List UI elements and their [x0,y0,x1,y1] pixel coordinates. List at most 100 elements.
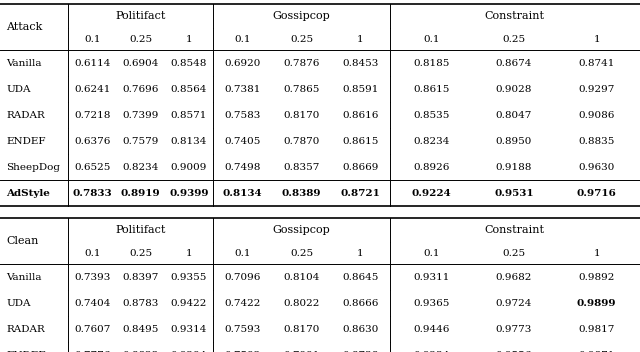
Text: 0.8453: 0.8453 [342,58,379,68]
Text: 0.9724: 0.9724 [496,298,532,308]
Text: 0.1: 0.1 [234,249,251,258]
Text: 0.7583: 0.7583 [224,111,260,119]
Text: 0.9682: 0.9682 [496,272,532,282]
Text: 0.8630: 0.8630 [342,325,379,333]
Text: 0.7422: 0.7422 [224,298,260,308]
Text: 0.8721: 0.8721 [340,189,380,197]
Text: 0.6920: 0.6920 [224,58,260,68]
Text: 0.8170: 0.8170 [284,111,320,119]
Text: 0.1: 0.1 [84,249,100,258]
Text: 0.8134: 0.8134 [223,189,262,197]
Text: 0.9009: 0.9009 [171,163,207,171]
Text: 0.25: 0.25 [129,34,152,44]
Text: 0.8645: 0.8645 [342,272,379,282]
Text: 0.8823: 0.8823 [122,351,159,352]
Text: 0.8616: 0.8616 [342,111,379,119]
Text: 0.9556: 0.9556 [496,351,532,352]
Text: 0.8783: 0.8783 [122,298,159,308]
Text: 0.8397: 0.8397 [122,272,159,282]
Text: 0.9773: 0.9773 [496,325,532,333]
Text: 0.7579: 0.7579 [122,137,159,145]
Text: 0.7991: 0.7991 [284,351,320,352]
Text: 0.9817: 0.9817 [579,325,615,333]
Text: 0.7498: 0.7498 [224,163,260,171]
Text: 0.25: 0.25 [502,34,525,44]
Text: SheepDog: SheepDog [6,163,60,171]
Text: 0.8047: 0.8047 [496,111,532,119]
Text: Gossipcop: Gossipcop [273,11,330,21]
Text: ENDEF: ENDEF [6,351,45,352]
Text: Politifact: Politifact [115,11,166,21]
Text: 0.8234: 0.8234 [413,137,449,145]
Text: 0.8548: 0.8548 [171,58,207,68]
Text: 0.9892: 0.9892 [579,272,615,282]
Text: Gossipcop: Gossipcop [273,225,330,235]
Text: 0.8741: 0.8741 [579,58,615,68]
Text: 0.6376: 0.6376 [74,137,110,145]
Text: 0.9365: 0.9365 [413,298,449,308]
Text: 0.7865: 0.7865 [284,84,320,94]
Text: 0.8357: 0.8357 [284,163,320,171]
Text: 0.8615: 0.8615 [413,84,449,94]
Text: 0.6114: 0.6114 [74,58,110,68]
Text: 0.8104: 0.8104 [284,272,320,282]
Text: 0.8591: 0.8591 [342,84,379,94]
Text: AdStyle: AdStyle [6,189,50,197]
Text: ENDEF: ENDEF [6,137,45,145]
Text: 0.7776: 0.7776 [74,351,110,352]
Text: 0.9224: 0.9224 [412,189,451,197]
Text: 0.7096: 0.7096 [224,272,260,282]
Text: 0.9630: 0.9630 [579,163,615,171]
Text: 0.7593: 0.7593 [224,325,260,333]
Text: 0.8564: 0.8564 [171,84,207,94]
Text: Attack: Attack [6,22,42,32]
Text: 0.9355: 0.9355 [171,272,207,282]
Text: 0.9028: 0.9028 [496,84,532,94]
Text: 0.7218: 0.7218 [74,111,110,119]
Text: RADAR: RADAR [6,325,45,333]
Text: 0.9294: 0.9294 [171,351,207,352]
Text: Constraint: Constraint [484,11,544,21]
Text: 0.7607: 0.7607 [74,325,110,333]
Text: 0.9422: 0.9422 [171,298,207,308]
Text: 0.9531: 0.9531 [494,189,534,197]
Text: 0.7399: 0.7399 [122,111,159,119]
Text: 0.8170: 0.8170 [284,325,320,333]
Text: 0.1: 0.1 [423,34,440,44]
Text: 0.7870: 0.7870 [284,137,320,145]
Text: 0.7405: 0.7405 [224,137,260,145]
Text: 0.8666: 0.8666 [342,298,379,308]
Text: 0.6904: 0.6904 [122,58,159,68]
Text: 0.9716: 0.9716 [577,189,616,197]
Text: 0.8919: 0.8919 [121,189,160,197]
Text: 0.1: 0.1 [234,34,251,44]
Text: 0.9314: 0.9314 [171,325,207,333]
Text: 0.9086: 0.9086 [579,111,615,119]
Text: 0.8571: 0.8571 [171,111,207,119]
Text: 0.9311: 0.9311 [413,272,449,282]
Text: 0.9899: 0.9899 [577,298,616,308]
Text: 0.8950: 0.8950 [496,137,532,145]
Text: 0.8835: 0.8835 [579,137,615,145]
Text: Vanilla: Vanilla [6,58,42,68]
Text: 1: 1 [186,34,192,44]
Text: Clean: Clean [6,236,38,246]
Text: 0.1: 0.1 [84,34,100,44]
Text: Vanilla: Vanilla [6,272,42,282]
Text: RADAR: RADAR [6,111,45,119]
Text: 0.6241: 0.6241 [74,84,110,94]
Text: 0.7404: 0.7404 [74,298,110,308]
Text: 0.8674: 0.8674 [496,58,532,68]
Text: 0.8615: 0.8615 [342,137,379,145]
Text: 0.7876: 0.7876 [284,58,320,68]
Text: 0.7592: 0.7592 [224,351,260,352]
Text: 0.25: 0.25 [502,249,525,258]
Text: UDA: UDA [6,84,31,94]
Text: Constraint: Constraint [484,225,544,235]
Text: 0.8022: 0.8022 [284,298,320,308]
Text: 0.9188: 0.9188 [496,163,532,171]
Text: 0.9297: 0.9297 [579,84,615,94]
Text: 1: 1 [357,34,364,44]
Text: 1: 1 [186,249,192,258]
Text: Politifact: Politifact [115,225,166,235]
